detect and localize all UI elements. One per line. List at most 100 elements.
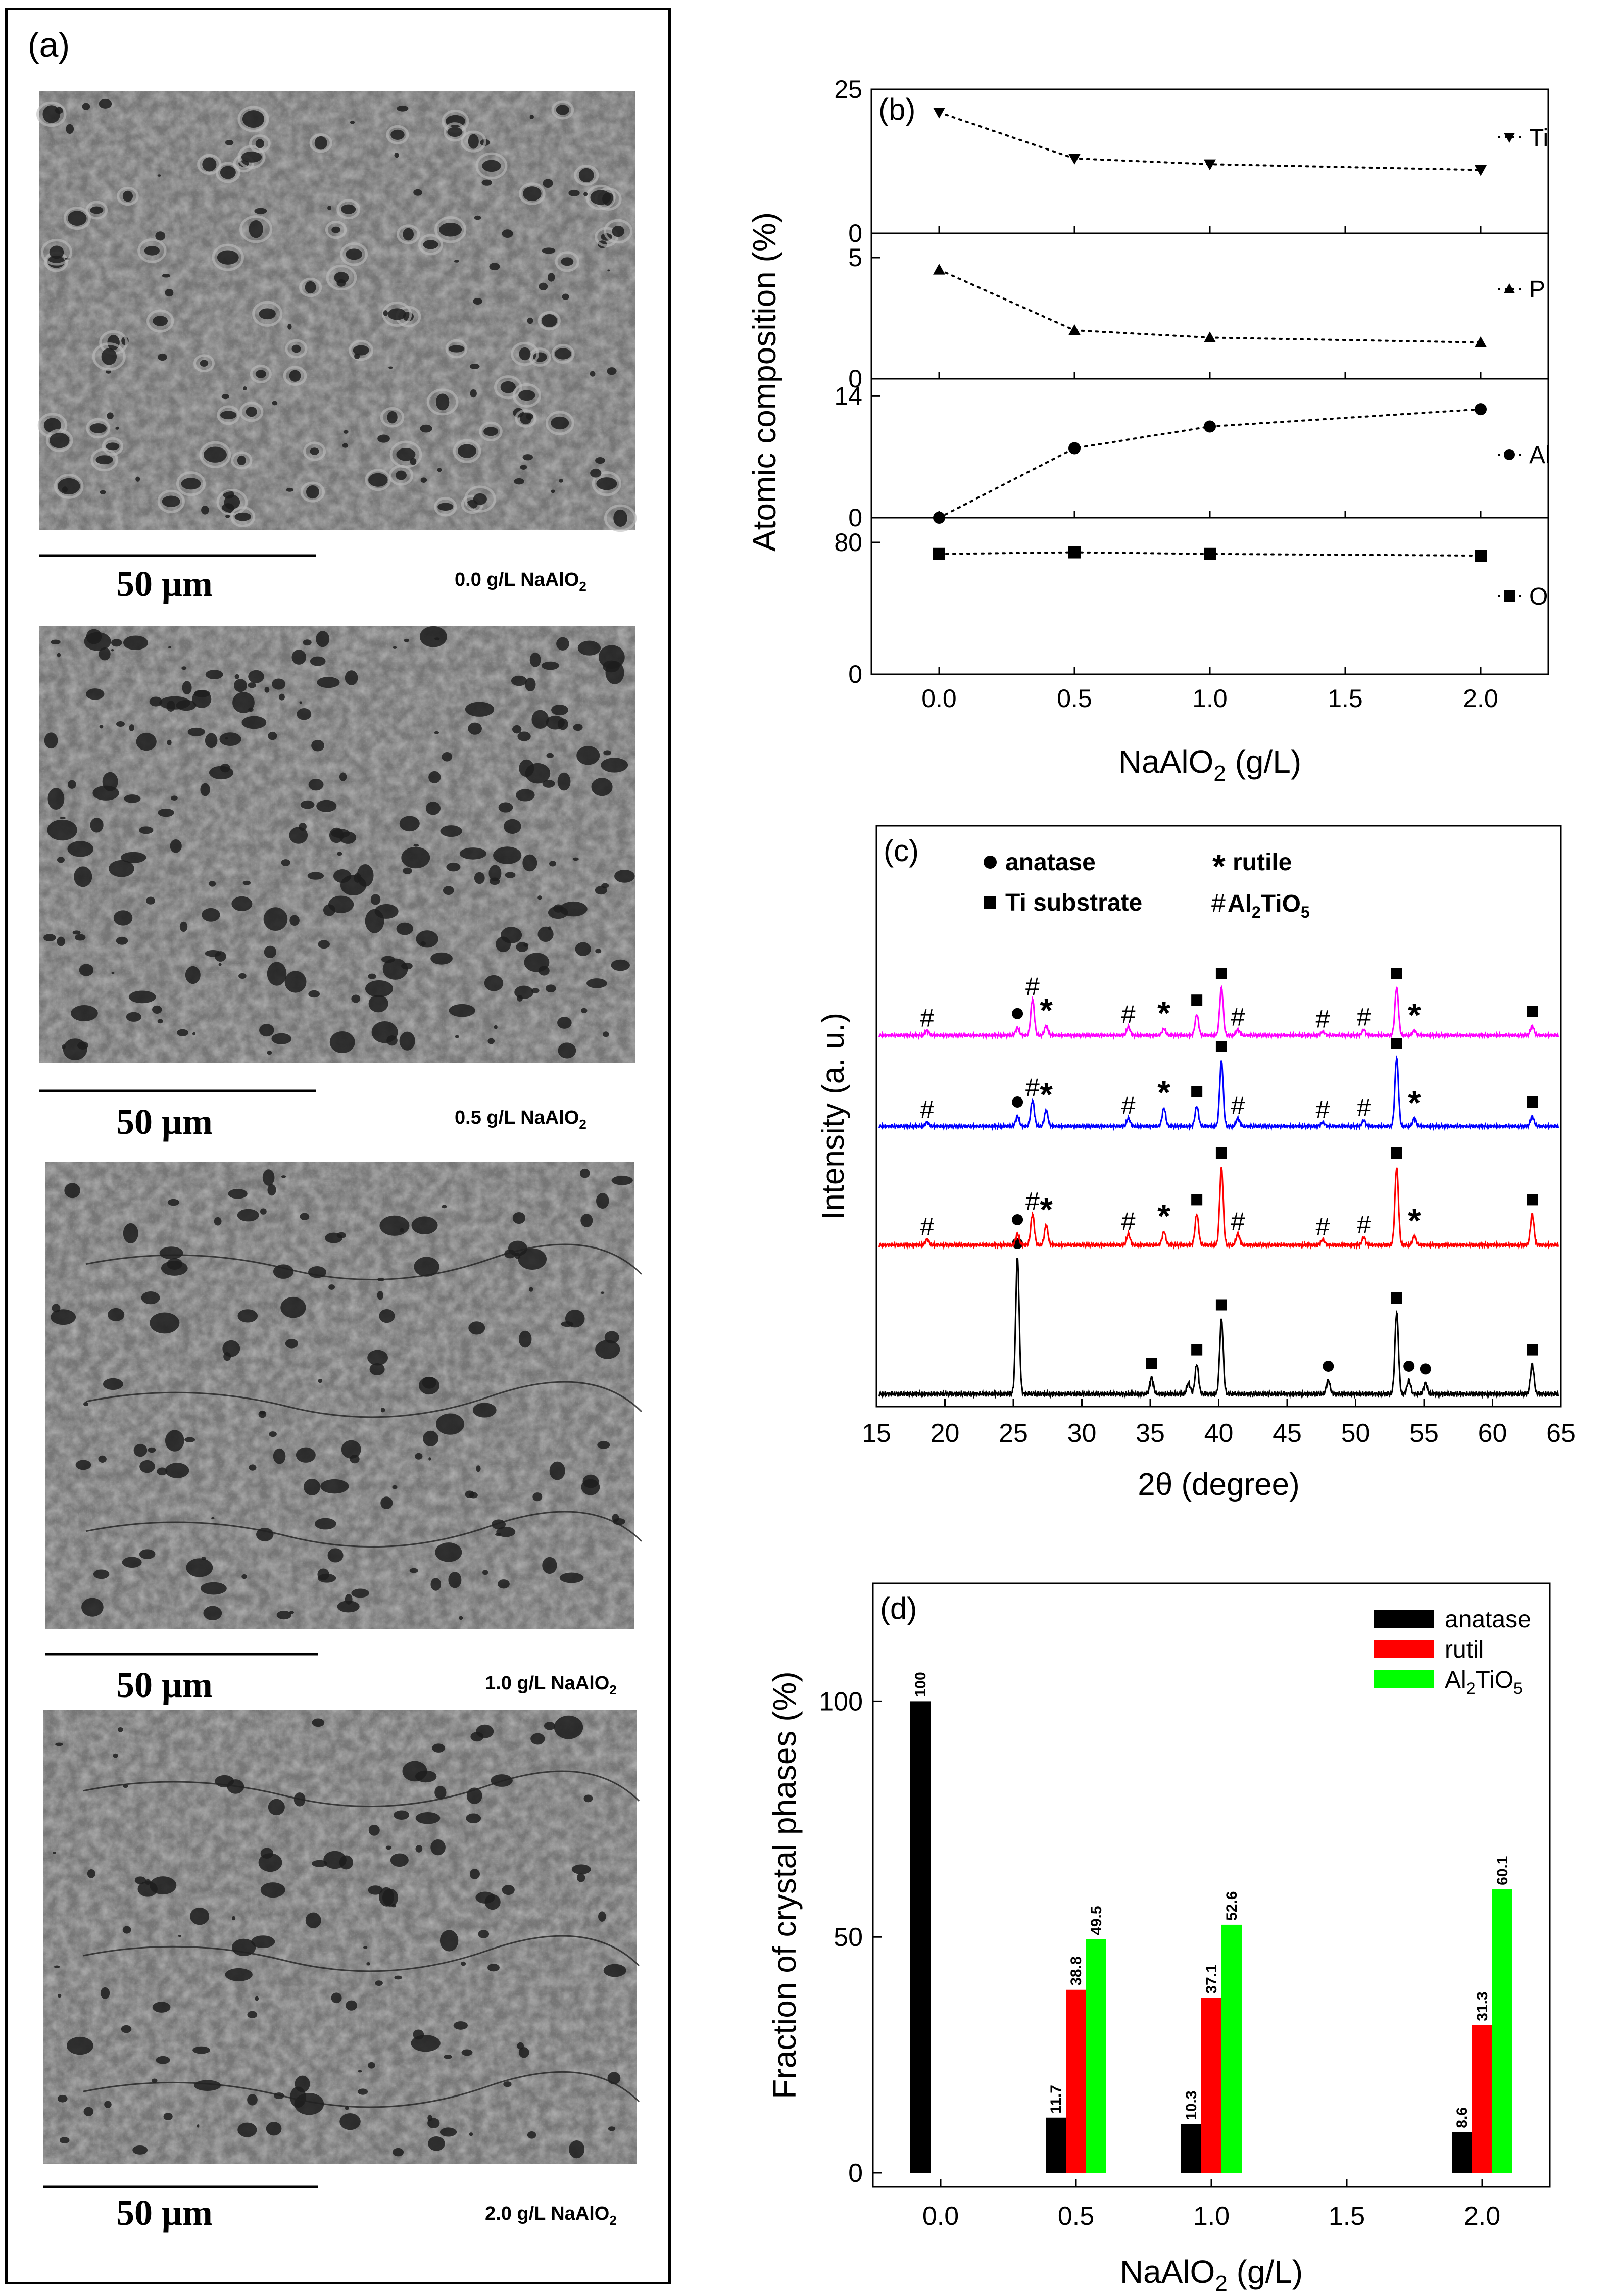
sem-pore xyxy=(469,364,480,369)
sem-pore-rim xyxy=(92,342,126,371)
sem-pore xyxy=(377,434,390,443)
sem-pore xyxy=(393,646,397,649)
sem-pore xyxy=(380,1407,385,1413)
sem-pore xyxy=(551,416,569,430)
sem-pore-rim xyxy=(365,469,391,491)
sem-pore xyxy=(394,1810,410,1820)
data-point-Al xyxy=(1068,442,1081,455)
sem-pore xyxy=(57,653,61,658)
sem-pore xyxy=(527,2131,536,2139)
sem-pore xyxy=(416,930,438,948)
sem-pore xyxy=(522,454,533,461)
sem-pore-rim xyxy=(252,301,283,327)
bar-value-label: 60.1 xyxy=(1494,1856,1511,1885)
sem-pore-rim xyxy=(250,365,272,383)
sem-pore xyxy=(596,477,617,490)
sem-pore xyxy=(57,1993,62,1998)
peak-marker-rutile: * xyxy=(1040,1076,1053,1113)
sem-pore-rim xyxy=(545,411,574,435)
peak-marker-al2tio5: # xyxy=(1357,1093,1371,1122)
sem-pore xyxy=(99,647,111,661)
sem-pore xyxy=(612,1514,619,1522)
sem-pore xyxy=(546,753,554,758)
sem-pore xyxy=(573,724,583,731)
sem-pore xyxy=(234,512,252,521)
sem-pore xyxy=(458,1616,463,1620)
sem-pore xyxy=(437,503,454,511)
sem-pore xyxy=(531,988,540,993)
data-point-Al xyxy=(1475,403,1487,416)
peak-marker-al2tio5: # xyxy=(920,1213,934,1241)
sem-pore xyxy=(379,1887,394,1907)
sem-pore xyxy=(455,1035,459,1038)
sem-pore xyxy=(548,926,552,930)
sem-pore xyxy=(473,493,487,505)
sem-pore xyxy=(134,1876,146,1884)
sem-pore xyxy=(590,371,596,377)
sem-pore xyxy=(537,926,554,942)
sem-pore xyxy=(537,895,542,900)
sem-pore xyxy=(57,857,65,863)
sem-pore xyxy=(413,189,422,196)
sem-pore xyxy=(279,693,285,701)
peak-marker-al2tio5: # xyxy=(1231,1003,1245,1031)
sem-pore xyxy=(255,1996,259,2001)
sem-pore xyxy=(443,886,454,895)
bar-value-label: 8.6 xyxy=(1454,2107,1471,2128)
sem-pore xyxy=(181,666,187,670)
sem-pore xyxy=(181,478,201,490)
sem-pore xyxy=(44,732,58,749)
sem-pore-rim xyxy=(249,134,271,153)
sem-pore xyxy=(310,656,326,666)
sem-pore xyxy=(420,477,427,483)
sem-crack xyxy=(83,1935,640,1972)
sem-pore xyxy=(435,393,450,411)
data-point-O xyxy=(1475,550,1487,562)
sem-pore xyxy=(232,1916,236,1921)
sem-pore xyxy=(238,973,247,979)
sem-pore xyxy=(487,1038,495,1044)
sem-pore xyxy=(237,455,246,466)
sem-pore xyxy=(538,966,550,976)
sem-pore xyxy=(297,708,312,720)
sem-pore xyxy=(595,1340,620,1359)
sem-pore xyxy=(442,1205,447,1209)
sem-pore xyxy=(368,1885,383,1895)
bar-value-label: 52.6 xyxy=(1224,1891,1240,1921)
sem-pore xyxy=(99,725,104,729)
sem-pore-rim xyxy=(176,471,206,496)
sem-pore-rim xyxy=(102,437,124,456)
sem-pore xyxy=(345,670,358,685)
sem-pore xyxy=(262,1169,275,1186)
bar xyxy=(1201,1998,1221,2173)
panel-d-chart: 0 50 100 0.0 0.5 1.0 1.5 2.0 NaAlO2 (g/L) Fractio… xyxy=(766,1582,1551,2296)
sem-pore-rim xyxy=(146,309,174,333)
sem-pore xyxy=(237,2122,257,2137)
sem-pore xyxy=(308,990,320,998)
sem-pore xyxy=(325,1232,343,1243)
sem-pore xyxy=(329,1031,355,1053)
sem-crack xyxy=(85,1511,643,1548)
sem-pore xyxy=(411,1216,438,1234)
sem-pore xyxy=(379,1215,410,1236)
sem-pore xyxy=(603,1964,626,1977)
peak-marker-ti xyxy=(1215,1041,1227,1052)
sem-pore xyxy=(327,205,331,211)
x-tick-label: 2.0 xyxy=(1464,2202,1500,2231)
sem-pore xyxy=(542,1557,557,1574)
sem-pore xyxy=(544,1722,556,1730)
sem-pore xyxy=(518,2047,529,2058)
sem-pore xyxy=(543,179,553,188)
sem-pore xyxy=(366,1962,371,1966)
peak-marker-al2tio5: # xyxy=(1025,1187,1040,1215)
sem-pore xyxy=(123,1784,128,1788)
sem-pore xyxy=(346,2000,357,2011)
sem-pore xyxy=(66,2036,93,2055)
sem-pore xyxy=(266,2122,282,2136)
sem-pore xyxy=(167,1258,183,1270)
xrd-pattern-0.5 g/L xyxy=(878,1167,1559,1250)
data-point-P xyxy=(1475,336,1487,347)
panel-label: (c) xyxy=(884,834,919,868)
sem-pore xyxy=(104,2101,112,2108)
x-tick-label: 35 xyxy=(1136,1419,1165,1448)
